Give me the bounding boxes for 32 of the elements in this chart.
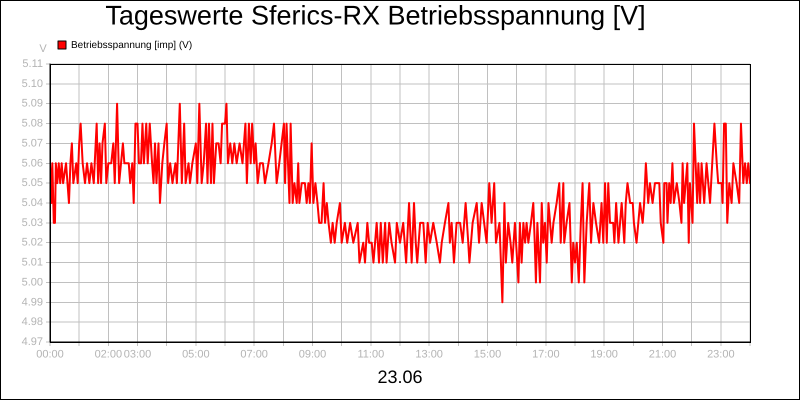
x-tick-label: 11:00 — [357, 348, 384, 361]
y-tick-label: 5.11 — [22, 58, 43, 70]
y-tick-label: 5.05 — [22, 177, 43, 190]
y-tick-label: 5.04 — [22, 197, 43, 210]
y-tick-label: 4.98 — [22, 316, 43, 328]
x-tick-label: 19:00 — [590, 348, 618, 361]
x-tick-label: 15:00 — [474, 348, 502, 361]
x-tick-label: 21:00 — [648, 348, 676, 361]
y-tick-label: 5.06 — [22, 157, 43, 170]
y-tick-label: 4.97 — [22, 336, 43, 348]
legend-label: Betriebsspannung [imp] (V) — [71, 40, 192, 51]
y-tick-label: 5.08 — [22, 118, 43, 130]
y-tick-label: 5.03 — [22, 216, 43, 229]
x-tick-label: 13:00 — [415, 348, 443, 361]
x-tick-label: 02:00 — [94, 348, 122, 361]
chart-title: Tageswerte Sferics-RX Betriebsspannung [V] — [105, 0, 646, 31]
x-tick-label: 03:00 — [124, 348, 152, 361]
x-tick-label: 07:00 — [240, 348, 268, 361]
y-tick-label: 5.10 — [22, 78, 43, 90]
y-tick-label: 5.09 — [22, 98, 43, 110]
y-tick-label: 5.07 — [22, 137, 43, 150]
x-tick-label: 09:00 — [298, 348, 326, 361]
x-axis-title: 23.06 — [377, 367, 423, 388]
x-tick-label: 17:00 — [532, 348, 560, 361]
y-tick-label: 5.01 — [22, 256, 43, 269]
x-tick-label: 00:00 — [36, 348, 64, 361]
y-tick-label: 4.99 — [22, 296, 43, 308]
y-axis-title: V — [39, 43, 48, 56]
y-tick-label: 5.02 — [22, 236, 43, 249]
y-tick-label: 5.00 — [22, 276, 43, 288]
x-tick-label: 23:00 — [707, 348, 735, 361]
x-tick-label: 05:00 — [182, 348, 210, 361]
